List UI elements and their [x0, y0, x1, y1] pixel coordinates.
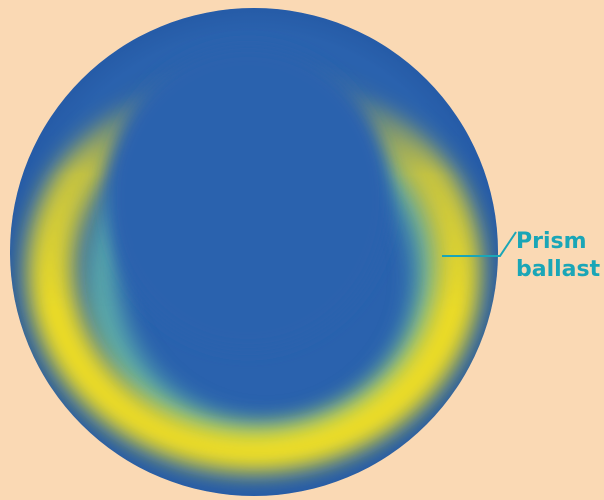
inner-optic-zone	[106, 46, 390, 350]
callout-label: Prism ballast	[516, 228, 600, 284]
callout-leader-line	[442, 231, 517, 257]
callout-label-line2: ballast	[516, 257, 601, 282]
callout-label-line1: Prism	[516, 229, 587, 254]
